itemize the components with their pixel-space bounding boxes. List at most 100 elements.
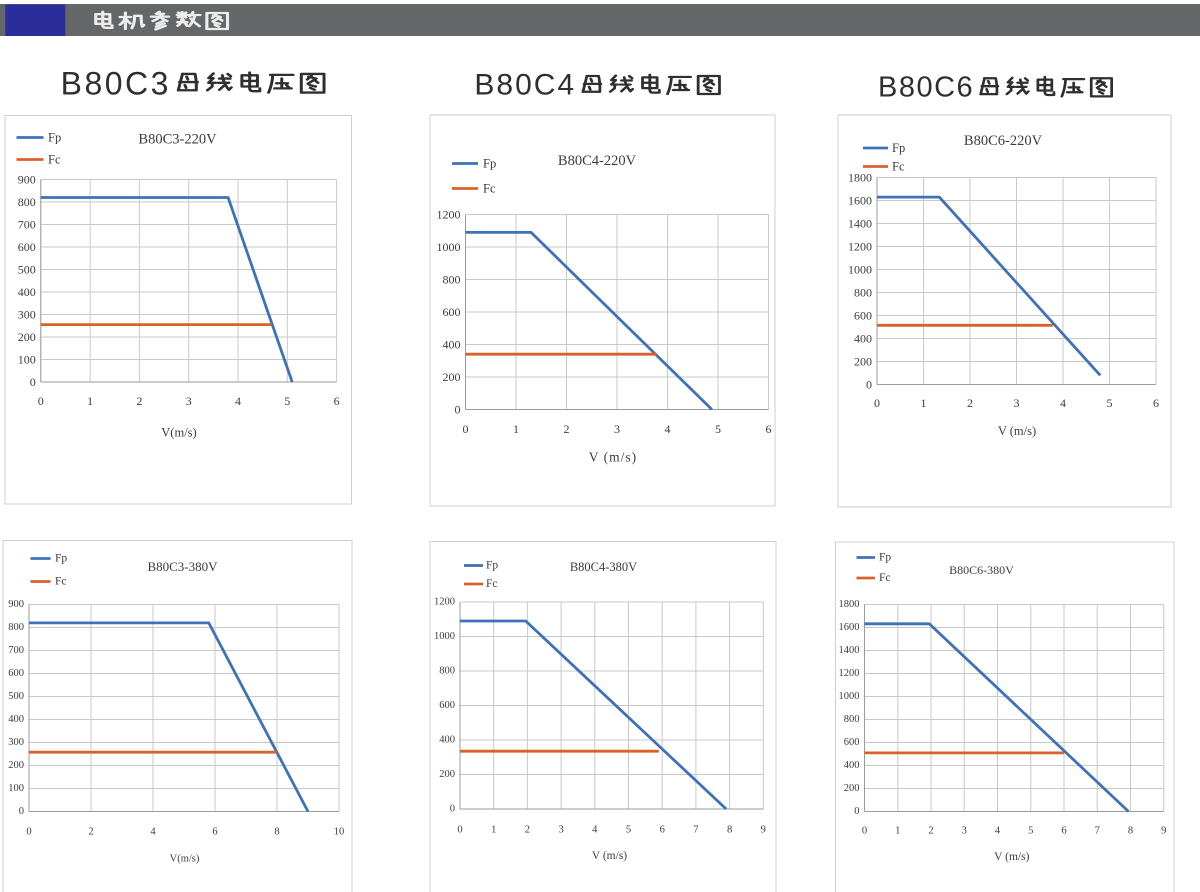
svg-text:0: 0: [854, 806, 859, 817]
svg-text:200: 200: [854, 355, 872, 369]
svg-text:5: 5: [626, 825, 631, 836]
svg-text:4: 4: [235, 394, 241, 408]
svg-text:600: 600: [18, 240, 36, 254]
svg-text:1: 1: [895, 826, 900, 837]
svg-text:B80C3-220V: B80C3-220V: [138, 132, 217, 148]
svg-text:1000: 1000: [848, 263, 872, 277]
svg-text:V (m/s): V (m/s): [592, 850, 627, 862]
svg-text:Fc: Fc: [55, 576, 67, 588]
svg-text:4: 4: [150, 827, 156, 838]
svg-text:6: 6: [1153, 396, 1159, 410]
svg-text:5: 5: [284, 394, 290, 408]
svg-text:B80C4-220V: B80C4-220V: [558, 153, 637, 169]
svg-text:400: 400: [8, 714, 24, 725]
svg-text:1800: 1800: [839, 599, 860, 610]
svg-text:V(m/s): V(m/s): [170, 854, 200, 865]
svg-text:400: 400: [844, 760, 860, 771]
svg-text:2: 2: [525, 825, 530, 836]
svg-text:1000: 1000: [839, 691, 860, 702]
svg-text:V (m/s): V (m/s): [589, 450, 637, 465]
svg-text:900: 900: [18, 173, 36, 187]
svg-text:900: 900: [8, 599, 24, 610]
svg-text:4: 4: [995, 826, 1001, 837]
svg-text:9: 9: [1161, 826, 1166, 837]
svg-text:1600: 1600: [848, 194, 872, 208]
svg-text:1800: 1800: [848, 171, 872, 185]
svg-text:4: 4: [665, 422, 671, 436]
svg-text:1200: 1200: [848, 240, 872, 254]
svg-text:0: 0: [463, 422, 469, 436]
svg-text:0: 0: [455, 403, 461, 417]
svg-text:0: 0: [30, 375, 36, 389]
svg-text:300: 300: [8, 737, 24, 748]
svg-text:6: 6: [660, 825, 665, 836]
svg-text:100: 100: [18, 353, 36, 367]
svg-text:10: 10: [334, 827, 345, 838]
svg-text:0: 0: [457, 825, 462, 836]
svg-text:500: 500: [8, 691, 24, 702]
svg-text:400: 400: [854, 332, 872, 346]
svg-text:1000: 1000: [434, 631, 455, 642]
svg-text:B80C4-380V: B80C4-380V: [570, 560, 637, 574]
svg-text:8: 8: [727, 825, 732, 836]
svg-text:3: 3: [186, 394, 192, 408]
svg-text:4: 4: [592, 825, 598, 836]
svg-text:1200: 1200: [434, 597, 455, 608]
svg-text:600: 600: [443, 305, 461, 319]
svg-text:800: 800: [443, 273, 461, 287]
svg-text:V (m/s): V (m/s): [994, 851, 1029, 863]
svg-text:200: 200: [8, 760, 24, 771]
svg-text:1400: 1400: [839, 645, 860, 656]
svg-text:5: 5: [1028, 826, 1033, 837]
svg-text:Fc: Fc: [879, 572, 891, 584]
svg-text:800: 800: [8, 622, 24, 633]
svg-text:Fc: Fc: [48, 153, 61, 167]
svg-text:0: 0: [19, 806, 24, 817]
svg-text:100: 100: [8, 783, 24, 794]
svg-text:300: 300: [18, 308, 36, 322]
svg-text:5: 5: [715, 422, 721, 436]
svg-text:1200: 1200: [839, 668, 860, 679]
svg-text:700: 700: [8, 645, 24, 656]
svg-text:9: 9: [761, 825, 766, 836]
svg-text:2: 2: [928, 826, 933, 837]
svg-text:6: 6: [334, 394, 340, 408]
svg-text:600: 600: [439, 700, 455, 711]
svg-text:8: 8: [274, 827, 279, 838]
svg-text:7: 7: [1095, 826, 1100, 837]
svg-text:1: 1: [491, 825, 496, 836]
svg-text:Fc: Fc: [892, 160, 905, 174]
svg-text:400: 400: [439, 735, 455, 746]
svg-text:Fc: Fc: [483, 182, 496, 196]
svg-text:Fp: Fp: [48, 131, 61, 145]
svg-text:7: 7: [693, 825, 698, 836]
svg-text:2: 2: [136, 394, 142, 408]
svg-text:Fc: Fc: [486, 578, 498, 590]
svg-text:B80C3-380V: B80C3-380V: [147, 559, 218, 574]
svg-text:800: 800: [844, 714, 860, 725]
svg-text:B80C6-380V: B80C6-380V: [949, 563, 1014, 577]
svg-text:1200: 1200: [437, 208, 461, 222]
svg-text:700: 700: [18, 218, 36, 232]
svg-text:2: 2: [967, 396, 973, 410]
svg-text:6: 6: [212, 827, 217, 838]
svg-text:500: 500: [18, 263, 36, 277]
svg-text:800: 800: [439, 666, 455, 677]
svg-text:800: 800: [854, 286, 872, 300]
svg-text:Fp: Fp: [879, 552, 891, 564]
svg-text:Fp: Fp: [483, 157, 496, 171]
svg-text:3: 3: [962, 826, 967, 837]
svg-text:1: 1: [921, 396, 927, 410]
svg-text:B80C6-220V: B80C6-220V: [964, 133, 1043, 149]
svg-text:200: 200: [443, 370, 461, 384]
svg-text:1: 1: [87, 394, 93, 408]
svg-text:200: 200: [439, 769, 455, 780]
svg-text:200: 200: [18, 330, 36, 344]
svg-text:4: 4: [1060, 396, 1066, 410]
svg-text:1000: 1000: [437, 240, 461, 254]
svg-text:0: 0: [874, 396, 880, 410]
svg-text:3: 3: [1014, 396, 1020, 410]
svg-text:800: 800: [18, 195, 36, 209]
svg-text:6: 6: [1061, 826, 1066, 837]
svg-text:2: 2: [88, 827, 93, 838]
